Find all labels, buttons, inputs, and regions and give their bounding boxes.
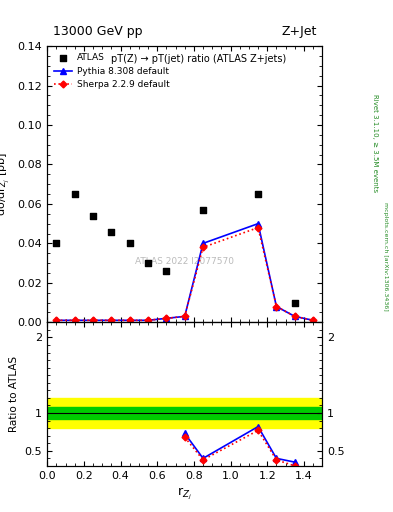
- Sherpa 2.2.9 default: [256, 225, 261, 231]
- Sherpa 2.2.9 default: [91, 317, 95, 324]
- Sherpa 2.2.9 default: [274, 304, 279, 310]
- Pythia 8.308 default: [127, 317, 132, 324]
- Pythia 8.308 default: [256, 221, 261, 227]
- Line: Pythia 8.308 default: Pythia 8.308 default: [53, 221, 316, 323]
- Text: Rivet 3.1.10, ≥ 3.5M events: Rivet 3.1.10, ≥ 3.5M events: [372, 94, 378, 193]
- Sherpa 2.2.9 default: [164, 315, 169, 322]
- Pythia 8.308 default: [54, 317, 59, 324]
- Text: mcplots.cern.ch [arXiv:1306.3436]: mcplots.cern.ch [arXiv:1306.3436]: [383, 202, 387, 310]
- Sherpa 2.2.9 default: [127, 317, 132, 324]
- Line: Sherpa 2.2.9 default: Sherpa 2.2.9 default: [54, 225, 316, 323]
- Pythia 8.308 default: [91, 317, 95, 324]
- ATLAS: [292, 298, 298, 307]
- Sherpa 2.2.9 default: [311, 317, 316, 324]
- ATLAS: [127, 239, 133, 247]
- Pythia 8.308 default: [201, 240, 206, 246]
- Sherpa 2.2.9 default: [54, 317, 59, 324]
- Pythia 8.308 default: [274, 304, 279, 310]
- Text: pT(Z) → pT(jet) ratio (ATLAS Z+jets): pT(Z) → pT(jet) ratio (ATLAS Z+jets): [111, 54, 286, 65]
- ATLAS: [108, 227, 114, 236]
- Pythia 8.308 default: [182, 313, 187, 319]
- Text: 13000 GeV pp: 13000 GeV pp: [53, 25, 142, 38]
- Pythia 8.308 default: [146, 317, 151, 324]
- Text: ATLAS 2022 I2077570: ATLAS 2022 I2077570: [135, 257, 234, 266]
- Pythia 8.308 default: [292, 313, 297, 319]
- Y-axis label: Ratio to ATLAS: Ratio to ATLAS: [9, 356, 19, 432]
- Sherpa 2.2.9 default: [109, 317, 114, 324]
- ATLAS: [53, 239, 59, 247]
- Sherpa 2.2.9 default: [292, 313, 297, 319]
- X-axis label: r$_{Z_j}$: r$_{Z_j}$: [177, 486, 192, 502]
- ATLAS: [72, 190, 78, 198]
- Pythia 8.308 default: [72, 317, 77, 324]
- Sherpa 2.2.9 default: [146, 317, 151, 324]
- Text: Z+Jet: Z+Jet: [281, 25, 317, 38]
- Sherpa 2.2.9 default: [182, 313, 187, 319]
- ATLAS: [255, 190, 261, 198]
- Pythia 8.308 default: [109, 317, 114, 324]
- Pythia 8.308 default: [311, 317, 316, 324]
- Legend: ATLAS, Pythia 8.308 default, Sherpa 2.2.9 default: ATLAS, Pythia 8.308 default, Sherpa 2.2.…: [51, 51, 173, 92]
- ATLAS: [145, 259, 151, 267]
- Sherpa 2.2.9 default: [72, 317, 77, 324]
- ATLAS: [90, 211, 96, 220]
- ATLAS: [163, 267, 169, 275]
- Pythia 8.308 default: [164, 315, 169, 322]
- Y-axis label: dσ/dr$_{Z_j}$ [pb]: dσ/dr$_{Z_j}$ [pb]: [0, 152, 12, 217]
- Sherpa 2.2.9 default: [201, 244, 206, 250]
- ATLAS: [200, 206, 206, 214]
